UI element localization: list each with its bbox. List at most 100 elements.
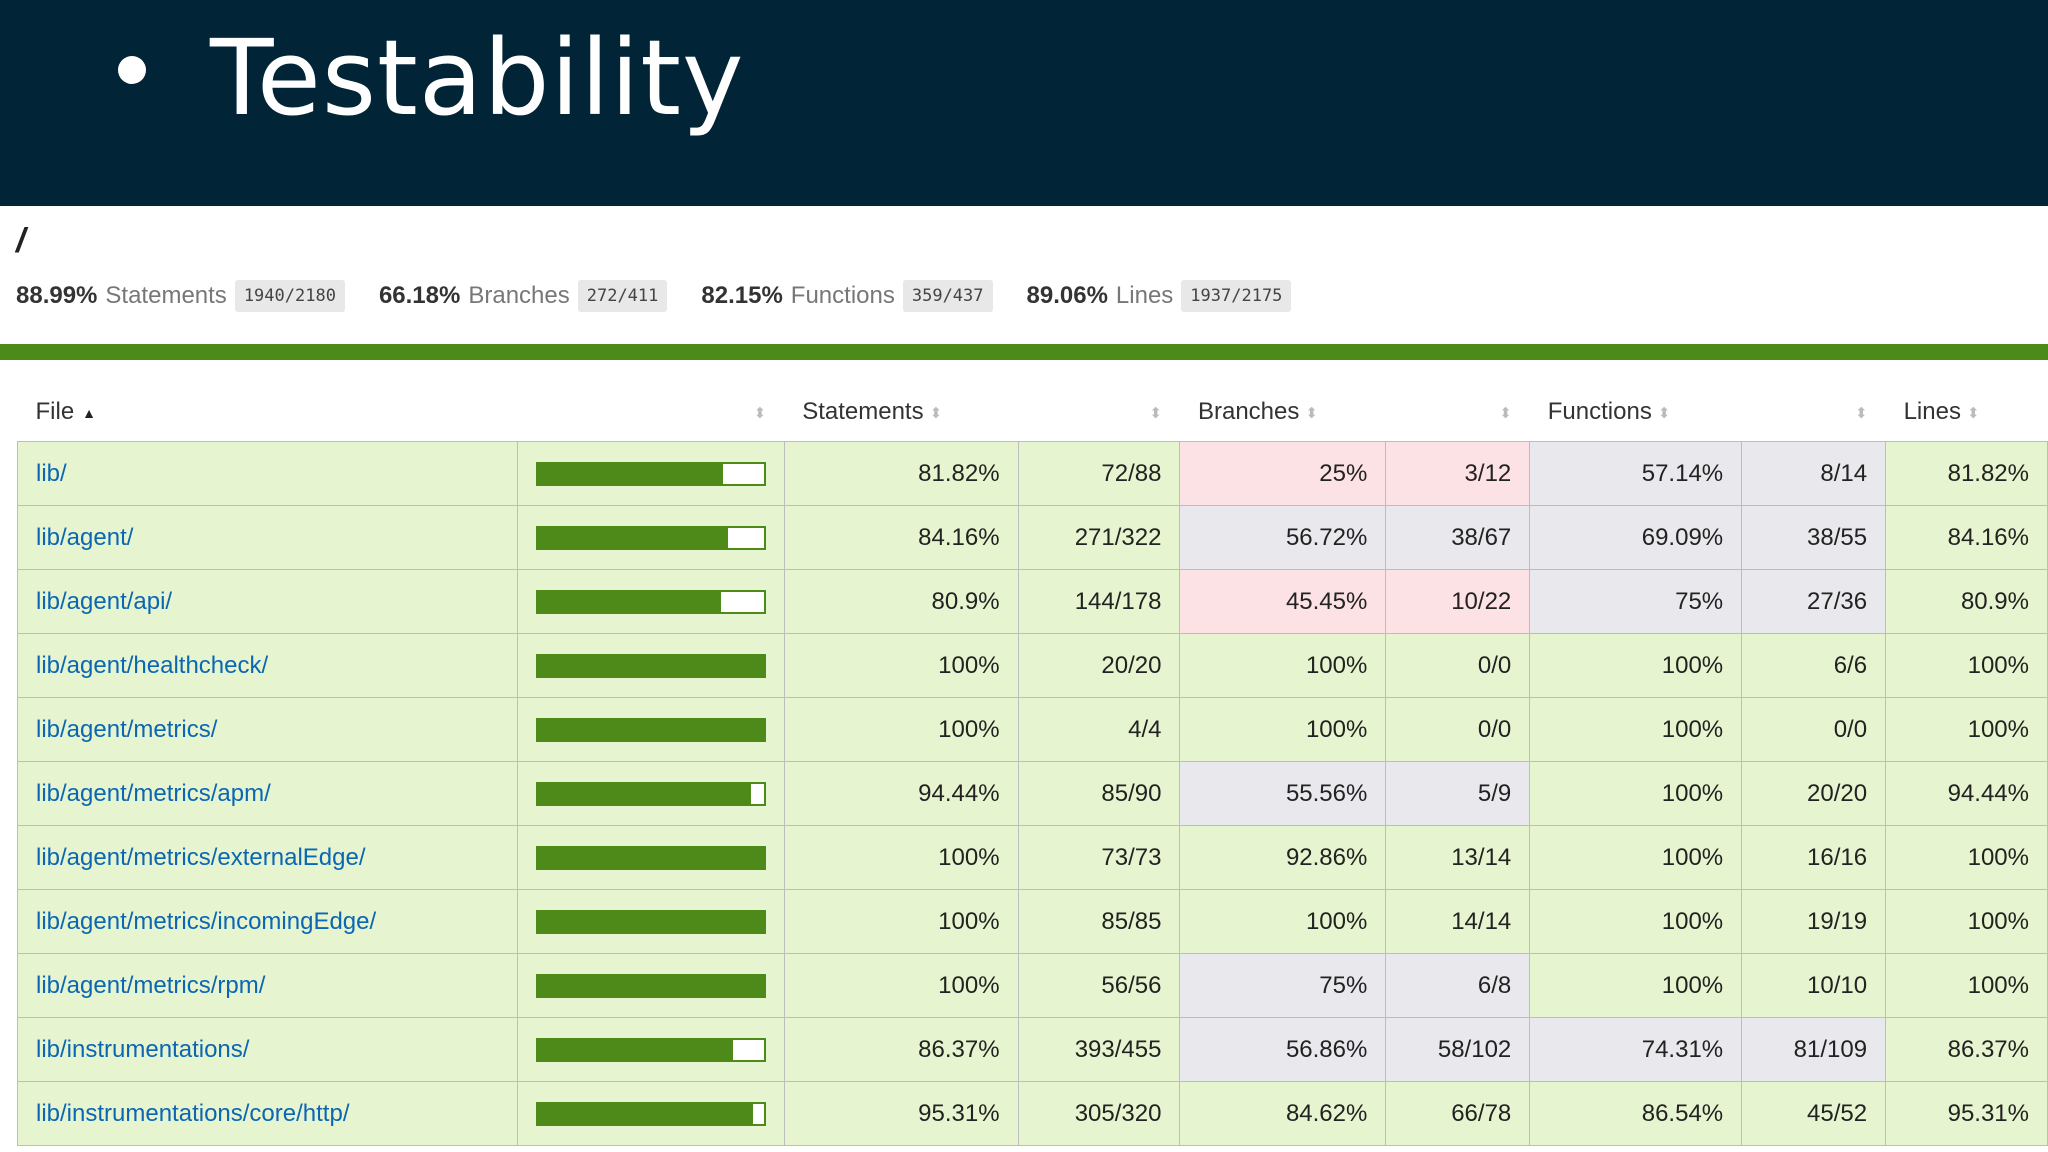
branches-fraction-cell: 58/102 xyxy=(1385,1017,1531,1082)
functions-pct-cell: 100% xyxy=(1529,761,1743,826)
statements-fraction-cell: 73/73 xyxy=(1017,825,1181,890)
summary-functions-fraction: 359/437 xyxy=(902,280,993,312)
coverage-table: File ▲ ⬍ Statements ⬍ ⬍ Branches ⬍ ⬍ Functi… xyxy=(17,383,2048,1146)
coverage-bar xyxy=(535,461,766,486)
file-cell: lib/instrumentations/core/http/ xyxy=(17,1081,518,1146)
branches-fraction-cell: 10/22 xyxy=(1385,569,1531,634)
header-file-label: File xyxy=(35,398,75,425)
table-row: lib/agent/api/80.9% 144/178 45.45% 10/22 75%… xyxy=(17,569,2048,634)
branches-fraction-cell: 13/14 xyxy=(1385,825,1531,890)
branches-fraction-cell: 14/14 xyxy=(1385,889,1531,954)
branches-fraction-cell: 38/67 xyxy=(1385,505,1531,570)
lines-pct-cell: 81.82% xyxy=(1885,441,2048,506)
statements-pct-cell: 100% xyxy=(783,825,1019,890)
branches-pct-cell: 100% xyxy=(1179,633,1387,698)
branches-pct-cell: 56.72% xyxy=(1179,505,1387,570)
file-cell: lib/ xyxy=(17,441,518,506)
file-link[interactable]: lib/agent/metrics/apm/ xyxy=(36,779,271,807)
header-branches[interactable]: Branches ⬍ xyxy=(1179,383,1386,442)
statements-pct-cell: 100% xyxy=(783,953,1019,1018)
header-branches-fraction-sort[interactable]: ⬍ xyxy=(1385,383,1530,442)
header-statements[interactable]: Statements ⬍ xyxy=(784,383,1019,442)
branches-fraction-cell: 5/9 xyxy=(1385,761,1531,826)
file-cell: lib/agent/api/ xyxy=(17,569,518,634)
functions-pct-cell: 86.54% xyxy=(1529,1081,1743,1146)
functions-pct-cell: 69.09% xyxy=(1529,505,1743,570)
lines-pct-cell: 84.16% xyxy=(1885,505,2048,570)
bullet-dot-icon xyxy=(118,56,146,84)
file-link[interactable]: lib/agent/api/ xyxy=(36,587,173,615)
table-header-row: File ▲ ⬍ Statements ⬍ ⬍ Branches ⬍ ⬍ Functi… xyxy=(17,383,2048,442)
lines-pct-cell: 100% xyxy=(1885,633,2048,698)
branches-fraction-cell: 0/0 xyxy=(1385,697,1531,762)
coverage-bar-fill xyxy=(537,847,764,868)
coverage-bar-fill xyxy=(537,463,723,484)
sort-arrows-icon: ⬍ xyxy=(1499,404,1512,422)
functions-fraction-cell: 10/10 xyxy=(1741,953,1887,1018)
sort-arrows-icon: ⬍ xyxy=(753,404,767,422)
summary-lines-fraction: 1937/2175 xyxy=(1181,280,1292,312)
file-cell: lib/agent/metrics/ xyxy=(17,697,518,762)
table-row: lib/instrumentations/core/http/95.31% 305… xyxy=(17,1081,2048,1146)
branches-fraction-cell: 6/8 xyxy=(1385,953,1531,1018)
file-link[interactable]: lib/agent/metrics/incomingEdge/ xyxy=(36,907,377,935)
file-link[interactable]: lib/agent/ xyxy=(36,523,134,551)
lines-pct-cell: 95.31% xyxy=(1885,1081,2048,1146)
statements-fraction-cell: 72/88 xyxy=(1017,441,1181,506)
table-row: lib/agent/healthcheck/100% 20/20 100% 0/0 10… xyxy=(17,633,2048,698)
statements-pct-cell: 100% xyxy=(783,697,1019,762)
file-link[interactable]: lib/instrumentations/ xyxy=(36,1035,250,1063)
header-statements-fraction-sort[interactable]: ⬍ xyxy=(1018,383,1180,442)
file-link[interactable]: lib/ xyxy=(36,459,67,487)
functions-fraction-cell: 45/52 xyxy=(1741,1081,1887,1146)
functions-pct-cell: 74.31% xyxy=(1529,1017,1743,1082)
file-cell: lib/agent/healthcheck/ xyxy=(17,633,518,698)
branches-pct-cell: 56.86% xyxy=(1179,1017,1387,1082)
table-row: lib/agent/84.16% 271/322 56.72% 38/67 69.09%… xyxy=(17,505,2048,570)
table-row: lib/agent/metrics/rpm/100% 56/56 75% 6/8 100… xyxy=(17,953,2048,1018)
statements-pct-cell: 100% xyxy=(783,633,1019,698)
file-link[interactable]: lib/agent/metrics/ xyxy=(36,715,218,743)
coverage-bar xyxy=(535,781,766,806)
header-file-bar-sort[interactable]: ⬍ xyxy=(517,383,785,442)
file-cell: lib/instrumentations/ xyxy=(17,1017,518,1082)
header-lines[interactable]: Lines ⬍ xyxy=(1885,383,2048,442)
header-branches-label: Branches xyxy=(1197,398,1300,425)
coverage-bar-cell xyxy=(516,953,785,1018)
coverage-bar-fill xyxy=(537,783,752,804)
table-row: lib/instrumentations/86.37% 393/455 56.86%… xyxy=(17,1017,2048,1082)
lines-pct-cell: 100% xyxy=(1885,953,2048,1018)
coverage-bar-fill xyxy=(537,527,728,548)
summary-branches: 66.18% Branches 272/411 xyxy=(379,280,668,312)
branches-fraction-cell: 3/12 xyxy=(1385,441,1531,506)
statements-fraction-cell: 305/320 xyxy=(1017,1081,1181,1146)
sort-ascending-icon: ▲ xyxy=(82,404,97,421)
summary-functions-pct: 82.15% xyxy=(701,282,783,309)
file-link[interactable]: lib/agent/healthcheck/ xyxy=(36,651,269,679)
coverage-bar xyxy=(535,1037,766,1062)
coverage-bar-cell xyxy=(516,825,785,890)
file-cell: lib/agent/metrics/rpm/ xyxy=(17,953,518,1018)
header-file[interactable]: File ▲ xyxy=(17,383,518,442)
file-cell: lib/agent/metrics/incomingEdge/ xyxy=(17,889,518,954)
summary-lines: 89.06% Lines 1937/2175 xyxy=(1027,280,1292,312)
branches-pct-cell: 84.62% xyxy=(1179,1081,1387,1146)
summary-branches-label: Branches xyxy=(468,282,570,309)
statements-fraction-cell: 393/455 xyxy=(1017,1017,1181,1082)
file-link[interactable]: lib/instrumentations/core/http/ xyxy=(36,1099,350,1127)
branches-pct-cell: 55.56% xyxy=(1179,761,1387,826)
branches-pct-cell: 25% xyxy=(1179,441,1387,506)
header-functions[interactable]: Functions ⬍ xyxy=(1529,383,1742,442)
coverage-bar-cell xyxy=(516,633,785,698)
coverage-bar xyxy=(535,1101,766,1126)
file-link[interactable]: lib/agent/metrics/externalEdge/ xyxy=(36,843,366,871)
lines-pct-cell: 80.9% xyxy=(1885,569,2048,634)
header-functions-label: Functions xyxy=(1547,398,1652,425)
table-row: lib/agent/metrics/incomingEdge/100% 85/85… xyxy=(17,889,2048,954)
file-cell: lib/agent/metrics/externalEdge/ xyxy=(17,825,518,890)
file-link[interactable]: lib/agent/metrics/rpm/ xyxy=(36,971,266,999)
statements-pct-cell: 84.16% xyxy=(783,505,1019,570)
header-functions-fraction-sort[interactable]: ⬍ xyxy=(1741,383,1886,442)
coverage-bar-fill xyxy=(537,591,721,612)
summary-lines-pct: 89.06% xyxy=(1026,282,1108,309)
